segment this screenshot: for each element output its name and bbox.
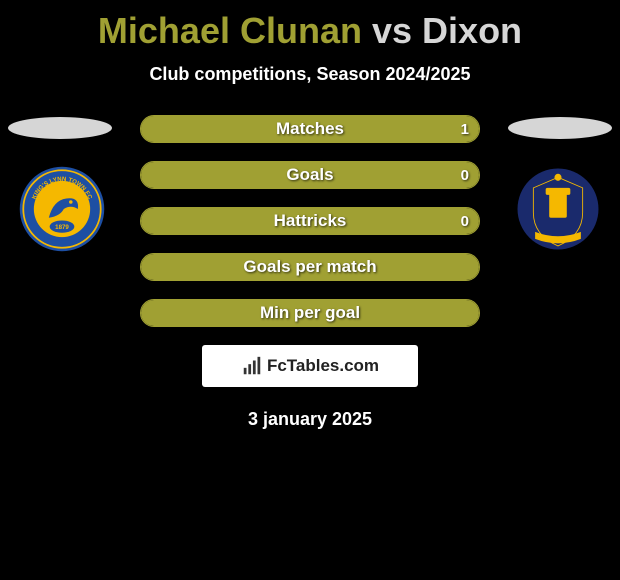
stat-row: Goals0 [140,161,480,189]
date-text: 3 january 2025 [0,409,620,430]
stat-label: Goals per match [141,254,479,280]
bar-chart-icon [241,355,263,377]
stat-value-right: 0 [461,208,469,234]
stat-row: Min per goal [140,299,480,327]
brand-text: FcTables.com [267,356,379,376]
kings-lynn-badge-icon: 1879 KING'S LYNN TOWN FC [18,165,106,253]
comparison-chart: 1879 KING'S LYNN TOWN FC Matches1Goals0H… [0,115,620,327]
page-title: Michael Clunan vs Dixon [0,0,620,52]
stat-label: Goals [141,162,479,188]
player1-name: Michael Clunan [98,10,362,51]
player2-ellipse [508,117,612,139]
away-club-badge-icon [514,165,602,253]
stat-value-right: 0 [461,162,469,188]
brand-box[interactable]: FcTables.com [202,345,418,387]
stat-row: Goals per match [140,253,480,281]
stat-label: Hattricks [141,208,479,234]
stat-row: Matches1 [140,115,480,143]
club-badge-left: 1879 KING'S LYNN TOWN FC [18,165,106,253]
player2-name: Dixon [422,10,522,51]
stat-label: Min per goal [141,300,479,326]
stat-bars: Matches1Goals0Hattricks0Goals per matchM… [140,115,480,327]
club-badge-right [514,165,602,253]
vs-word: vs [372,10,412,51]
player1-ellipse [8,117,112,139]
stat-row: Hattricks0 [140,207,480,235]
svg-text:1879: 1879 [55,224,69,231]
stat-label: Matches [141,116,479,142]
stat-value-right: 1 [461,116,469,142]
subtitle: Club competitions, Season 2024/2025 [0,64,620,85]
